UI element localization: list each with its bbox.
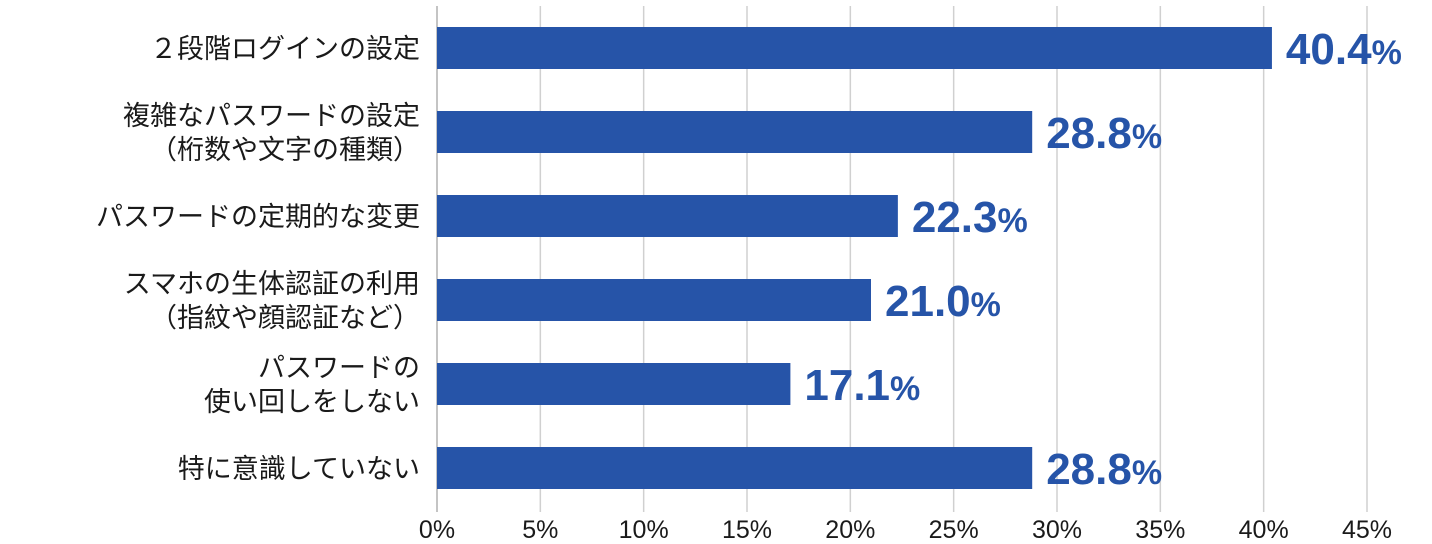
x-tick-label: 0% [419, 516, 455, 544]
category-label: ２段階ログインの設定 [150, 34, 420, 65]
value-labels: 40.4%28.8%22.3%21.0%17.1%28.8% [804, 25, 1401, 494]
x-tick-label: 10% [619, 516, 669, 544]
category-label: 特に意識していない [178, 454, 420, 485]
value-label: 28.8% [1046, 445, 1162, 494]
value-number: 22.3 [912, 193, 998, 242]
x-tick-label: 45% [1342, 516, 1392, 544]
x-tick-label: 35% [1135, 516, 1185, 544]
x-tick-label: 30% [1032, 516, 1082, 544]
value-unit: % [1372, 34, 1402, 72]
x-tick-label: 15% [722, 516, 772, 544]
x-tick-label: 25% [929, 516, 979, 544]
bar [437, 363, 791, 405]
value-label: 40.4% [1286, 25, 1402, 74]
value-label: 28.8% [1046, 109, 1162, 158]
x-tick-label: 5% [522, 516, 558, 544]
bar [437, 279, 871, 321]
category-label: スマホの生体認証の利用 [124, 269, 420, 300]
value-number: 21.0 [885, 277, 971, 326]
category-label: パスワードの定期的な変更 [96, 202, 420, 233]
x-tick-label: 40% [1239, 516, 1289, 544]
value-number: 17.1 [804, 361, 890, 410]
category-label: （指紋や顔認証など） [150, 303, 420, 334]
value-number: 28.8 [1046, 109, 1132, 158]
category-label: 複雑なパスワードの設定 [123, 101, 420, 132]
x-tick-labels: 0% 5% 10% 15% 20% 25% 30% 35% 40% 45% [419, 516, 1392, 544]
value-unit: % [971, 286, 1001, 324]
bar [437, 447, 1033, 489]
bar [437, 195, 898, 237]
value-unit: % [890, 370, 920, 408]
bar [437, 111, 1033, 153]
x-tick-label: 20% [825, 516, 875, 544]
bar [437, 27, 1272, 69]
value-unit: % [1132, 454, 1162, 492]
category-label: パスワードの [258, 353, 420, 384]
grid-lines [436, 6, 1368, 512]
value-number: 40.4 [1286, 25, 1372, 74]
value-label: 21.0% [885, 277, 1001, 326]
value-label: 22.3% [912, 193, 1028, 242]
value-unit: % [1132, 118, 1162, 156]
category-label: 使い回しをしない [204, 387, 420, 418]
bars [437, 27, 1272, 489]
value-label: 17.1% [804, 361, 920, 410]
category-label: （桁数や文字の種類） [150, 135, 420, 166]
value-number: 28.8 [1046, 445, 1132, 494]
value-unit: % [998, 202, 1028, 240]
